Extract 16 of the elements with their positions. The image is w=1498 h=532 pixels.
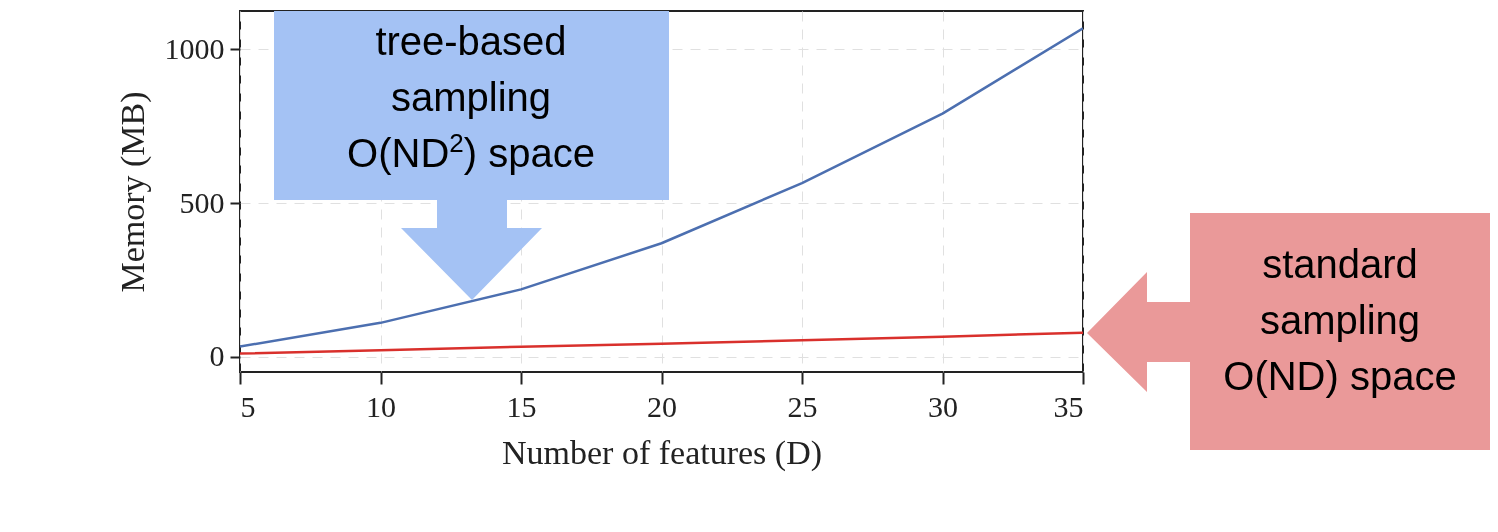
x-tick-label: 20 [647,389,677,423]
x-tick-label: 25 [787,389,818,423]
y-tick-label: 500 [179,185,225,219]
x-tick-label: 30 [928,389,958,423]
line-series [240,26,1083,348]
y-tick-label: 0 [209,339,225,373]
y-tick-label: 1000 [164,31,225,65]
x-axis-title: Number of features (D) [501,433,823,472]
x-tick-label: 5 [240,389,256,423]
x-tick-label: 10 [366,389,396,423]
annotation: tree-based sampling O(ND$^{2}$) space [347,19,595,175]
line-series [240,331,1083,355]
y-axis-title: Memory (MB) [113,91,152,293]
x-tick-label: 35 [1053,389,1084,423]
text: standard sampling O(ND) space [1223,242,1457,398]
x-tick-label: 15 [506,389,537,423]
